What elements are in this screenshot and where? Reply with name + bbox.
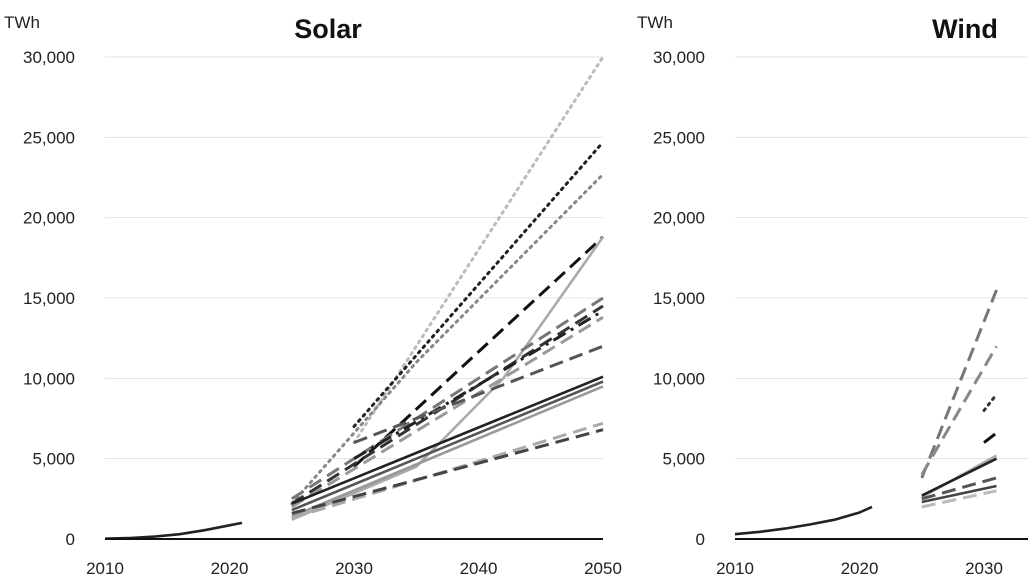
series-line: [920, 289, 998, 479]
series-line: [291, 236, 605, 521]
series-line: [290, 172, 605, 506]
series-line: [352, 235, 605, 468]
y-tick-label: 10,000: [653, 369, 705, 388]
x-tick-label: 2020: [841, 559, 879, 578]
series-line: [921, 484, 997, 504]
series-line: [921, 489, 997, 509]
series-line: [291, 316, 604, 509]
series-line: [921, 476, 997, 501]
y-tick-label: 0: [696, 530, 705, 549]
y-tick-label: 5,000: [32, 450, 75, 469]
y-tick-label: 0: [66, 530, 75, 549]
y-axis-unit: TWh: [637, 13, 673, 32]
y-tick-label: 10,000: [23, 369, 75, 388]
x-tick-label: 2010: [716, 559, 754, 578]
chart-panel-wind: 0 5,000 10,000 15,000 20,000 25,000 30,000 2010…: [637, 13, 1028, 578]
x-tick-label: 2030: [965, 559, 1003, 578]
y-tick-label: 30,000: [653, 48, 705, 67]
series-line: [104, 521, 243, 540]
series-line: [983, 431, 998, 444]
series-line: [920, 345, 998, 476]
x-tick-label: 2040: [460, 559, 498, 578]
series-line: [982, 392, 998, 412]
series-line: [291, 380, 604, 512]
chart-title: Solar: [294, 14, 362, 44]
x-tick-label: 2020: [211, 559, 249, 578]
series-line: [290, 296, 604, 501]
y-tick-label: 25,000: [653, 128, 705, 147]
chart-panel-solar: 0 5,000 10,000 15,000 20,000 25,000 30,000 2010…: [4, 13, 622, 578]
series-line: [353, 309, 604, 460]
series-line: [291, 428, 604, 515]
y-tick-label: 25,000: [23, 128, 75, 147]
chart-title: Wind: [932, 14, 998, 44]
y-tick-label: 30,000: [23, 48, 75, 67]
series-line: [921, 457, 998, 497]
x-tick-label: 2030: [335, 559, 373, 578]
y-tick-label: 5,000: [662, 450, 705, 469]
y-tick-label: 15,000: [23, 289, 75, 308]
series-line: [291, 385, 604, 518]
series-line: [353, 344, 604, 444]
series-line: [290, 304, 604, 505]
y-tick-label: 20,000: [23, 209, 75, 228]
y-tick-label: 15,000: [653, 289, 705, 308]
series-line: [291, 421, 604, 520]
y-tick-label: 20,000: [653, 209, 705, 228]
y-axis-unit: TWh: [4, 13, 40, 32]
x-tick-label: 2010: [86, 559, 124, 578]
series-line: [734, 505, 873, 536]
series-line: [291, 375, 604, 505]
series-line: [352, 140, 605, 428]
x-tick-label: 2050: [584, 559, 622, 578]
